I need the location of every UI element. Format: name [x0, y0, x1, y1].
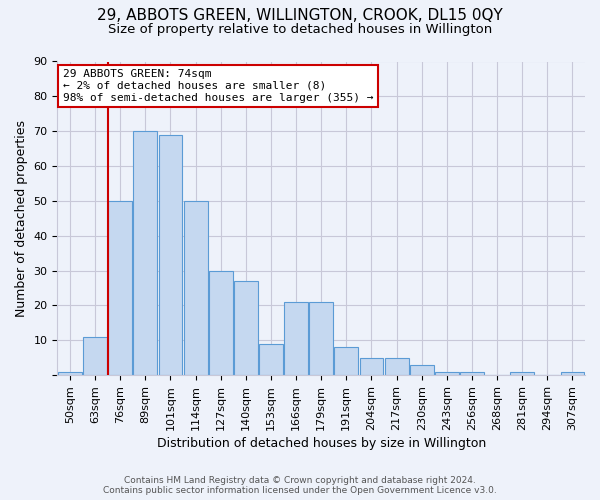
Bar — [133, 131, 157, 375]
Text: 29, ABBOTS GREEN, WILLINGTON, CROOK, DL15 0QY: 29, ABBOTS GREEN, WILLINGTON, CROOK, DL1… — [97, 8, 503, 22]
Bar — [460, 372, 484, 375]
Text: Contains HM Land Registry data © Crown copyright and database right 2024.
Contai: Contains HM Land Registry data © Crown c… — [103, 476, 497, 495]
Bar — [359, 358, 383, 375]
Bar — [560, 372, 584, 375]
X-axis label: Distribution of detached houses by size in Willington: Distribution of detached houses by size … — [157, 437, 486, 450]
Bar — [209, 270, 233, 375]
Bar — [385, 358, 409, 375]
Bar — [58, 372, 82, 375]
Bar — [158, 134, 182, 375]
Bar — [410, 365, 434, 375]
Bar — [510, 372, 534, 375]
Bar — [83, 337, 107, 375]
Text: Size of property relative to detached houses in Willington: Size of property relative to detached ho… — [108, 22, 492, 36]
Bar — [108, 201, 132, 375]
Bar — [184, 201, 208, 375]
Bar — [309, 302, 333, 375]
Bar — [234, 281, 258, 375]
Text: 29 ABBOTS GREEN: 74sqm
← 2% of detached houses are smaller (8)
98% of semi-detac: 29 ABBOTS GREEN: 74sqm ← 2% of detached … — [62, 70, 373, 102]
Bar — [334, 348, 358, 375]
Bar — [284, 302, 308, 375]
Bar — [435, 372, 459, 375]
Y-axis label: Number of detached properties: Number of detached properties — [15, 120, 28, 317]
Bar — [259, 344, 283, 375]
